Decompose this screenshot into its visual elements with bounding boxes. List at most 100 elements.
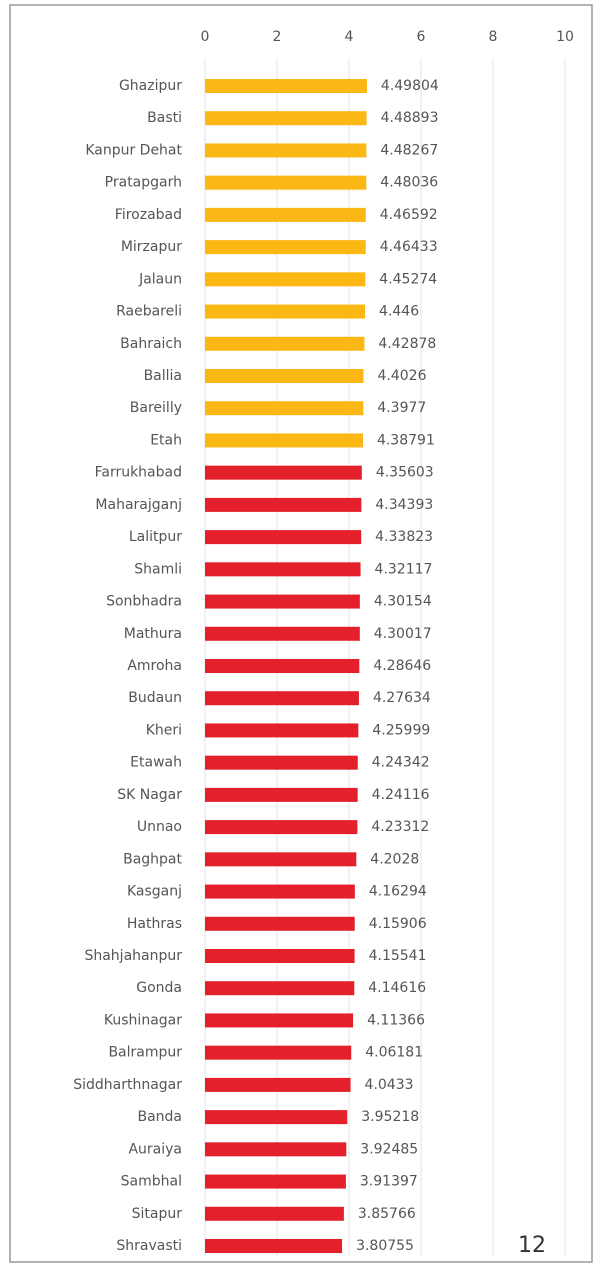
data-label: 4.06181 [365, 1045, 423, 1061]
bar [205, 1239, 343, 1253]
bar [205, 594, 360, 609]
y-tick-label: Sonbhadra [106, 594, 182, 610]
bar [205, 916, 355, 931]
data-label: 4.24342 [372, 755, 430, 771]
data-label: 4.33823 [375, 529, 433, 545]
y-tick-label: Lalitpur [129, 529, 182, 545]
bar [205, 820, 358, 835]
data-label: 4.15906 [369, 916, 427, 932]
bar [205, 497, 362, 512]
y-tick-label: Siddharthnagar [73, 1077, 182, 1093]
data-label: 4.30017 [374, 626, 432, 642]
y-tick-label: Bahraich [120, 336, 182, 352]
y-tick-label: Shravasti [116, 1238, 182, 1254]
y-tick-label: Kushinagar [104, 1012, 182, 1028]
y-tick-label: Mirzapur [121, 239, 182, 255]
y-tick-label: Banda [137, 1109, 182, 1125]
y-tick-label: Balrampur [108, 1045, 182, 1061]
data-label: 4.24116 [372, 787, 430, 803]
bar [205, 1142, 347, 1157]
data-label: 4.23312 [371, 819, 429, 835]
data-label: 4.46592 [380, 207, 438, 223]
y-tick-label: SK Nagar [117, 787, 182, 803]
data-label: 4.46433 [380, 239, 438, 255]
bar [205, 530, 362, 545]
bar [205, 207, 366, 222]
y-tick-label: Baghpat [123, 851, 182, 867]
data-label: 4.4026 [377, 368, 426, 384]
bar [205, 79, 367, 93]
data-label: 4.35603 [376, 465, 434, 481]
y-tick-label: Unnao [137, 819, 182, 835]
bar [205, 1206, 344, 1221]
y-tick-label: Budaun [128, 690, 182, 706]
x-tick-label: 8 [489, 29, 498, 45]
y-tick-label: Sitapur [132, 1206, 183, 1222]
data-label: 3.80755 [356, 1238, 414, 1254]
data-label: 4.48036 [380, 175, 438, 191]
data-label: 4.3977 [377, 400, 426, 416]
x-tick-label: 2 [273, 29, 282, 45]
y-tick-label: Ballia [144, 368, 182, 384]
x-tick-label: 10 [556, 29, 574, 45]
y-tick-label: Ghazipur [119, 78, 182, 94]
data-label: 4.25999 [372, 722, 430, 738]
y-tick-label: Kheri [146, 722, 182, 738]
bar [205, 111, 367, 126]
bar [205, 949, 355, 963]
y-tick-label: Pratapgarh [105, 175, 182, 191]
data-label: 4.48267 [380, 142, 438, 158]
data-label: 4.15541 [369, 948, 427, 964]
data-label: 4.14616 [368, 980, 426, 996]
y-tick-label: Gonda [136, 980, 182, 996]
bar [205, 884, 355, 899]
bar [205, 723, 359, 738]
data-label: 4.0433 [365, 1077, 414, 1093]
data-label: 4.30154 [374, 594, 432, 610]
bar [205, 659, 360, 673]
y-tick-label: Maharajganj [95, 497, 182, 513]
bar [205, 465, 362, 480]
data-label: 4.2028 [370, 851, 419, 867]
data-label: 4.446 [379, 304, 419, 320]
y-tick-label: Raebareli [116, 304, 182, 320]
data-label: 4.49804 [381, 78, 439, 94]
y-tick-label: Shamli [134, 561, 182, 577]
data-label: 4.27634 [373, 690, 431, 706]
data-label: 3.95218 [361, 1109, 419, 1125]
bar [205, 304, 366, 319]
y-tick-label: Shahjahanpur [84, 948, 182, 964]
y-tick-label: Firozabad [115, 207, 182, 223]
bar [205, 787, 358, 802]
bar [205, 240, 366, 255]
bar [205, 1013, 354, 1028]
bar [205, 562, 361, 577]
data-label: 4.32117 [375, 561, 433, 577]
bar [205, 852, 357, 867]
data-label: 4.42878 [378, 336, 436, 352]
bar [205, 175, 367, 190]
x-tick-label: 4 [345, 29, 354, 45]
data-label: 4.34393 [375, 497, 433, 513]
y-tick-label: Bareilly [130, 400, 182, 416]
page-number: 12 [518, 1233, 546, 1258]
bar [205, 336, 365, 351]
data-label: 3.92485 [360, 1141, 418, 1157]
data-label: 4.11366 [367, 1012, 425, 1028]
y-tick-label: Mathura [124, 626, 182, 642]
data-label: 4.28646 [373, 658, 431, 674]
data-label: 4.16294 [369, 884, 427, 900]
data-label: 4.38791 [377, 432, 435, 448]
bar [205, 369, 364, 383]
bar [205, 981, 355, 996]
bar [205, 755, 358, 770]
y-tick-label: Amroha [127, 658, 182, 674]
bar [205, 272, 366, 287]
y-tick-label: Hathras [127, 916, 182, 932]
bar [205, 433, 363, 448]
bar [205, 691, 359, 706]
y-tick-label: Auraiya [128, 1141, 182, 1157]
x-tick-label: 6 [417, 29, 426, 45]
data-label: 4.45274 [379, 271, 437, 287]
